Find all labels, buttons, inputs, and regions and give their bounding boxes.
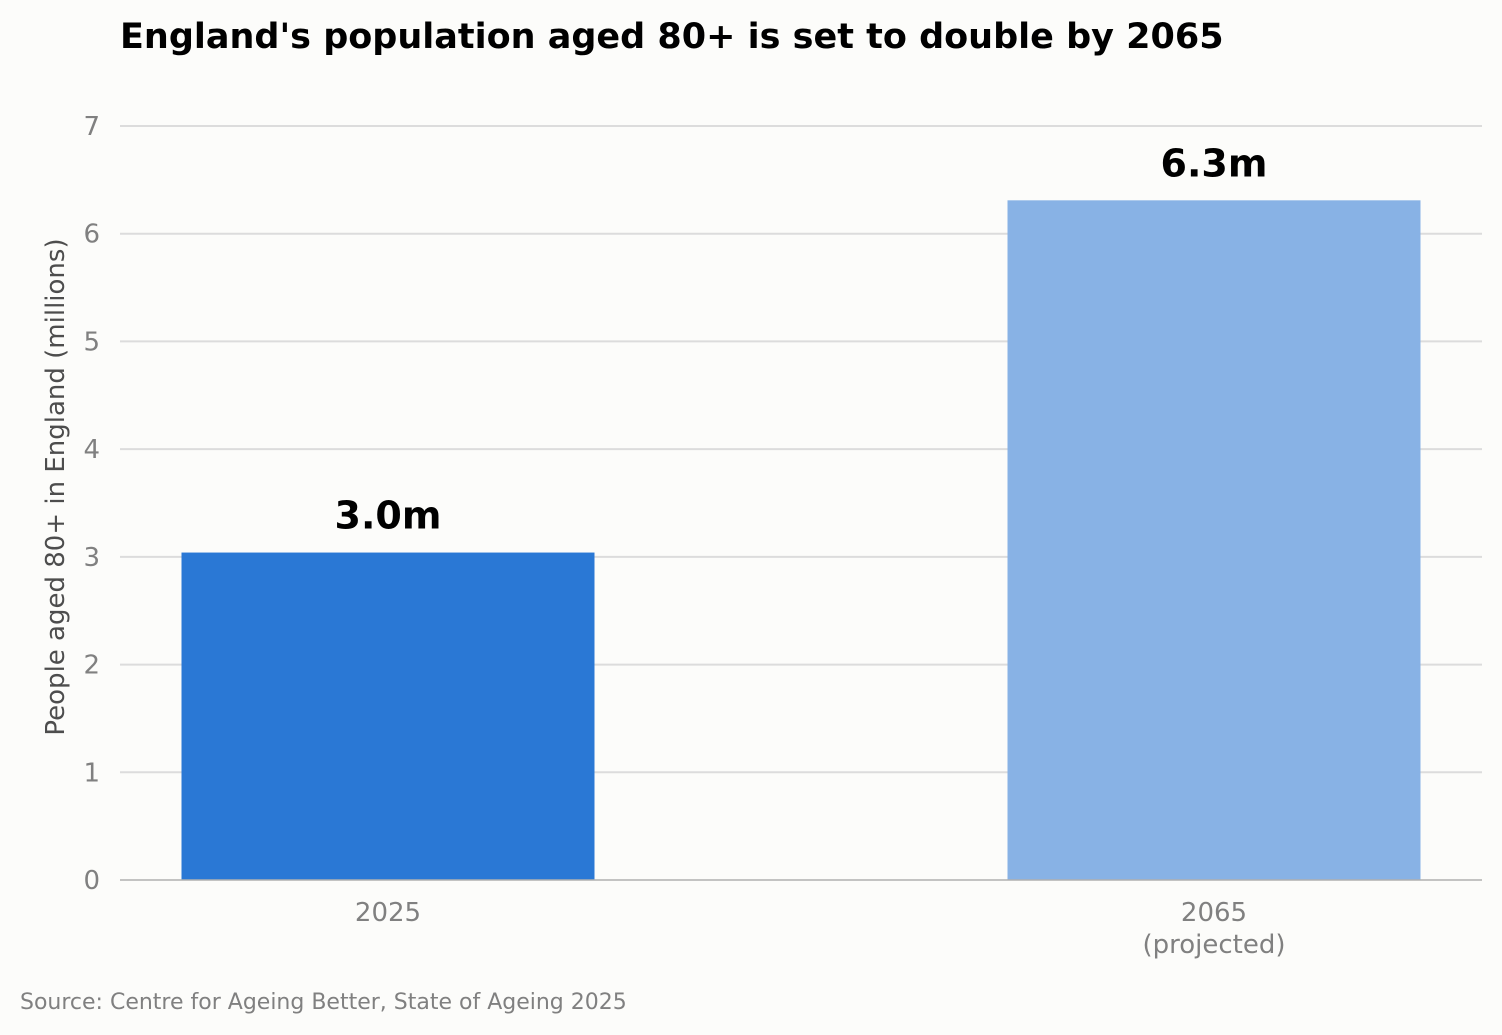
y-tick-label: 3	[83, 543, 100, 573]
source-note: Source: Centre for Ageing Better, State …	[20, 990, 627, 1015]
x-tick-label: 2025	[355, 898, 421, 928]
bar	[1007, 200, 1421, 880]
y-tick-label: 1	[83, 758, 100, 788]
y-axis-ticks: 0 1 2 3 4 5 6 7	[83, 112, 100, 896]
x-tick-label: 2065	[1181, 898, 1247, 928]
y-tick-label: 6	[83, 220, 100, 250]
y-tick-label: 7	[83, 112, 100, 142]
y-tick-label: 2	[83, 651, 100, 681]
y-axis-label: People aged 80+ in England (millions)	[41, 238, 71, 735]
data-labels: 3.0m 6.3m	[335, 141, 1268, 537]
x-axis-ticks: 2025 2065(projected)	[355, 898, 1286, 960]
data-label: 3.0m	[335, 494, 442, 538]
bar	[181, 552, 595, 880]
y-tick-label: 4	[83, 435, 100, 465]
chart-title: England's population aged 80+ is set to …	[120, 17, 1224, 57]
x-tick-label: (projected)	[1142, 930, 1285, 960]
data-label: 6.3m	[1161, 141, 1268, 185]
y-tick-label: 0	[83, 866, 100, 896]
bars	[181, 200, 1421, 880]
y-tick-label: 5	[83, 327, 100, 357]
